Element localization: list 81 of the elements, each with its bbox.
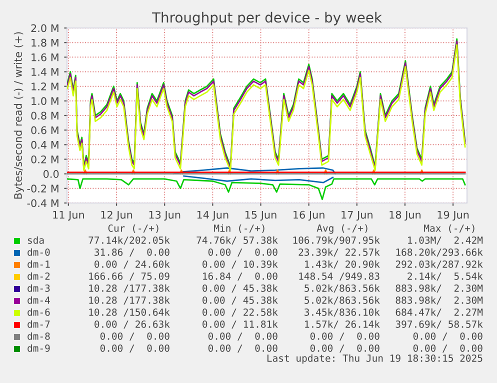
y-tick-label: 0.4 M	[31, 140, 58, 149]
y-tick-label: 1.6 M	[32, 53, 58, 62]
y-tick-label: 1.4 M	[32, 68, 58, 76]
text: 5.02k/863.56k	[304, 284, 380, 293]
text: 0.00 / 0.00	[310, 344, 380, 353]
legend-label: dm-7	[28, 320, 50, 328]
text: Last update: Thu Jun 19 18:30:15 2025	[267, 354, 482, 364]
x-tick-label: 19 Jun	[438, 210, 469, 221]
legend-label: dm-0	[28, 248, 50, 256]
y-tick-label: 0.2 M	[31, 155, 58, 164]
text: 3.45k/836.10k	[304, 308, 380, 317]
text: 0.00 / 45.38k	[202, 296, 278, 305]
y-tick-label: 1.8 M	[32, 38, 58, 47]
text: 2.14k/ 5.54k	[408, 272, 483, 281]
y-tick-label: 2.0 M	[31, 24, 58, 32]
x-tick-label: 13 Jun	[149, 210, 180, 221]
x-tick-label: 11 Jun	[53, 210, 84, 221]
chart-title: Throughput per device - by week	[152, 12, 382, 26]
text: 1.03M/ 2.42M	[408, 236, 483, 245]
text: 10.28 /177.38k	[89, 296, 170, 305]
y-tick-label: 0.6 M	[31, 126, 58, 134]
x-tick-label: 16 Jun	[294, 210, 324, 221]
y-tick-label: 0.0	[43, 170, 59, 178]
y-tick-label: 1.2 M	[32, 82, 58, 90]
line-series	[183, 175, 334, 184]
text: 16.84 / 0.00	[203, 272, 278, 281]
text: 0.00 / 0.00	[208, 344, 278, 353]
text: 0.00 / 0.00	[100, 332, 170, 341]
text: 0.00 / 22.58k	[202, 308, 278, 317]
legend-label: dm-2	[28, 272, 50, 280]
text: 0.00 / 0.00	[310, 332, 380, 341]
text: 883.98k/ 2.30M	[396, 296, 483, 305]
text: 166.66 / 75.09	[89, 272, 170, 281]
text: 0.00 / 11.81k	[202, 320, 278, 329]
text: 684.47k/ 2.27M	[396, 308, 483, 317]
text: 31.86 / 0.00	[94, 248, 170, 257]
text: 148.54 /949.83	[299, 272, 380, 281]
text: Min (-/+)	[214, 224, 264, 233]
text: 397.69k/ 58.57k	[396, 320, 483, 329]
y-axis-title: Bytes/second read (-) / write (+)	[14, 32, 24, 199]
text: 0.00 / 0.00	[413, 332, 482, 341]
text: 0.00 / 0.00	[100, 344, 170, 353]
text: 106.79k/907.95k	[293, 236, 380, 245]
y-tick-label: -0.4 M	[27, 199, 58, 208]
legend-label: dm-6	[28, 308, 50, 316]
line-series	[67, 178, 466, 200]
text: Cur (-/+)	[108, 224, 158, 233]
text: 883.98k/ 2.30M	[396, 284, 483, 293]
text: 0.00 / 24.60k	[94, 260, 170, 269]
text: Max (-/+)	[424, 224, 474, 233]
text: 0.00 / 10.39k	[202, 260, 278, 269]
x-tick-label: 14 Jun	[197, 210, 228, 221]
text: 5.02k/863.56k	[304, 296, 380, 305]
text: Avg (-/+)	[316, 224, 368, 234]
x-tick-label: 15 Jun	[245, 210, 276, 221]
text: 292.03k/287.92k	[396, 260, 483, 269]
text: 0.00 / 0.00	[208, 248, 278, 257]
text: 74.76k/ 57.38k	[196, 236, 278, 245]
x-tick-label: 17 Jun	[342, 210, 372, 221]
text: 10.28 /150.64k	[89, 308, 170, 317]
text: 0.00 / 0.00	[208, 332, 278, 341]
legend-label: dm-9	[28, 344, 50, 352]
x-tick-label: 12 Jun	[101, 210, 132, 221]
text: 1.57k/ 26.14k	[305, 320, 380, 329]
text: 168.20k/293.66k	[396, 248, 483, 257]
legend-label: sda	[28, 236, 44, 244]
y-tick-label: -0.2 M	[27, 184, 58, 193]
text: 77.14k/202.05k	[88, 236, 170, 245]
text: 1.43k/ 20.90k	[305, 260, 380, 269]
legend-label: dm-1	[28, 260, 50, 268]
legend-label: dm-8	[28, 332, 50, 340]
text: 0.00 / 26.63k	[94, 320, 170, 329]
y-tick-label: 0.8 M	[31, 112, 58, 120]
y-tick-label: 1.0 M	[32, 97, 58, 106]
text: 0.00 / 0.00	[413, 344, 482, 353]
x-tick-label: 18 Jun	[390, 210, 421, 221]
legend-label: dm-4	[28, 296, 50, 304]
text: 0.00 / 45.38k	[202, 284, 278, 293]
legend-label: dm-3	[28, 284, 50, 292]
text: 10.28 /177.38k	[89, 284, 170, 293]
text: 23.39k/ 22.57k	[298, 248, 380, 257]
